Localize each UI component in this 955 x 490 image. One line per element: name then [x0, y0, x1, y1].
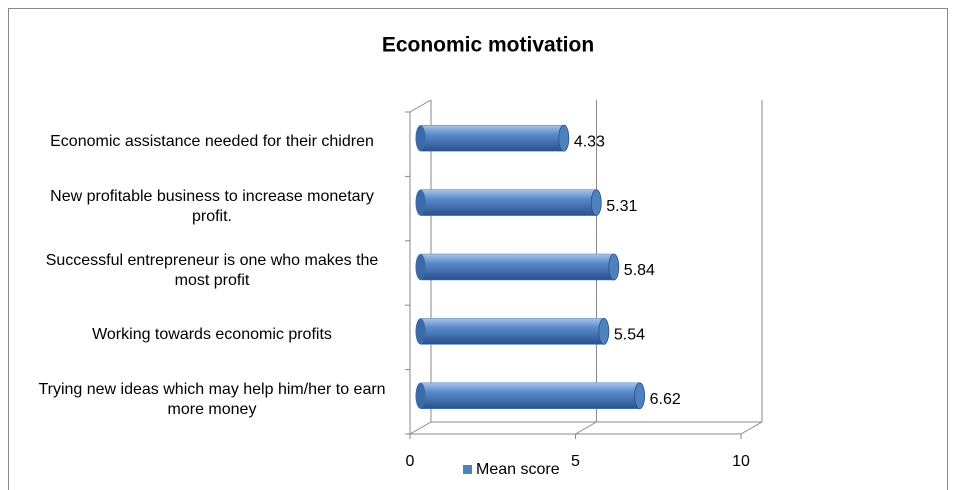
data-label: 6.62	[650, 391, 681, 408]
bar-base	[415, 254, 426, 280]
legend-swatch	[463, 465, 472, 474]
chart-border	[8, 8, 948, 490]
data-label: 5.84	[624, 262, 655, 279]
x-tick-label: 10	[732, 453, 750, 470]
bar-cap	[558, 124, 570, 152]
bar-cap	[598, 317, 610, 345]
data-label: 5.31	[606, 198, 637, 215]
y-tick-label: Successful entrepreneur is one who makes…	[45, 252, 379, 289]
y-tick-label: Economic assistance needed for their chi…	[50, 133, 374, 151]
bar-cap	[608, 253, 620, 281]
x-tick-label: 5	[571, 453, 580, 470]
y-tick-label: New profitable business to increase mone…	[50, 187, 374, 225]
data-label: 4.33	[574, 133, 605, 150]
axis-line	[409, 99, 432, 113]
bar	[420, 253, 615, 281]
bar-cap	[590, 189, 602, 217]
data-label: 5.54	[614, 327, 645, 344]
bar-cap	[634, 382, 646, 410]
y-tick-label: Trying new ideas which may help him/her …	[38, 380, 386, 418]
chart-title: Economic motivation	[382, 34, 594, 57]
bar	[420, 382, 640, 410]
grid-line	[575, 421, 597, 435]
bar-base	[415, 125, 426, 152]
x-tick-label: 0	[406, 453, 415, 470]
bar	[420, 189, 597, 216]
bar-base	[415, 318, 426, 345]
bar	[420, 318, 605, 345]
grid-line	[740, 421, 763, 435]
y-tick-label: Working towards economic profits	[92, 326, 332, 344]
bar-base	[415, 382, 426, 409]
bar-base	[415, 189, 426, 216]
bar	[420, 124, 565, 152]
grid-line	[409, 421, 432, 435]
legend-label: Mean score	[476, 461, 560, 478]
